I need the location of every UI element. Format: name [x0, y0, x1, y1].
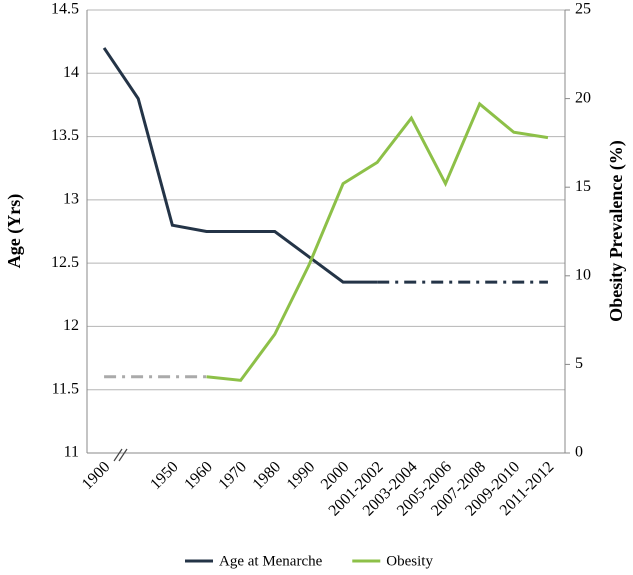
x-tick-label: 1950 [147, 458, 182, 493]
y2-tick-label: 20 [575, 89, 591, 106]
series-line [206, 101, 549, 382]
y2-axis-label: Obesity Prevalence (%) [606, 140, 627, 322]
x-tick-label: 1990 [284, 458, 319, 493]
axis-break [118, 448, 128, 462]
y-tick-label: 12 [63, 317, 79, 334]
y2-tick-label: 0 [575, 444, 583, 461]
x-tick-label: 1900 [79, 458, 114, 493]
x-tick-label: 1970 [215, 458, 250, 493]
y-tick-label: 11.5 [52, 380, 79, 397]
y-tick-label: 14 [63, 64, 79, 81]
x-tick-label: 1960 [181, 458, 216, 493]
y-tick-label: 12.5 [51, 254, 79, 271]
y2-tick-label: 10 [575, 266, 591, 283]
x-tick-label: 1980 [250, 458, 285, 493]
y2-tick-label: 25 [575, 1, 591, 18]
y2-tick-label: 15 [575, 178, 591, 195]
y2-tick-label: 5 [575, 355, 583, 372]
y-tick-label: 14.5 [51, 1, 79, 18]
legend-label: Age at Menarche [219, 553, 323, 569]
legend-label: Obesity [386, 553, 433, 569]
axis-break [113, 448, 123, 462]
y-axis-label: Age (Yrs) [4, 194, 25, 268]
y-tick-label: 13.5 [51, 127, 79, 144]
y-tick-label: 11 [64, 444, 79, 461]
y-tick-label: 13 [63, 191, 79, 208]
series-line [102, 47, 378, 284]
